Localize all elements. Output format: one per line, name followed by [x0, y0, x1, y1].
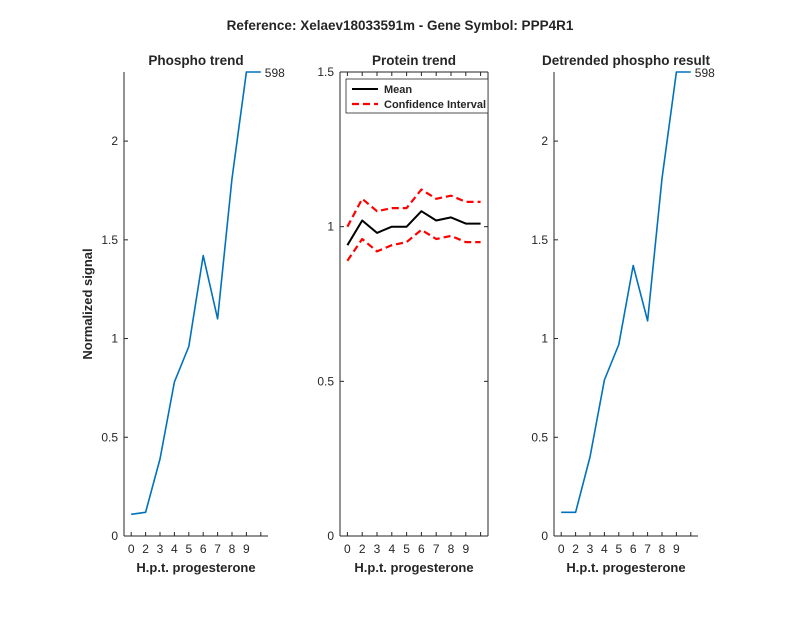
x-tick-label: 5 — [615, 542, 622, 556]
x-tick-label: 4 — [388, 542, 395, 556]
x-tick-label: 2 — [572, 542, 579, 556]
y-tick-label: 2 — [541, 134, 548, 148]
chart-title: Protein trend — [372, 53, 456, 68]
y-tick-label: 1.5 — [317, 65, 334, 79]
y-tick-label: 0.5 — [317, 374, 334, 388]
legend-label-confidence-interval: Confidence Interval — [384, 99, 486, 111]
series-line-line-1 — [561, 71, 691, 514]
x-tick-label: 8 — [659, 542, 666, 556]
series-line-confidence-interval — [346, 188, 481, 228]
y-tick-label: 0.5 — [531, 430, 548, 444]
x-tick-label: 4 — [171, 542, 178, 556]
series-line-line-3 — [346, 228, 481, 262]
point-annotation: 598 — [265, 66, 285, 80]
x-tick-label: 7 — [644, 542, 651, 556]
y-tick-label: 1.5 — [531, 233, 548, 247]
chart-title: Detrended phospho result — [542, 53, 711, 68]
y-tick-label: 0.5 — [101, 430, 118, 444]
x-axis-label: H.p.t. progesterone — [354, 560, 473, 575]
y-tick-label: 1.5 — [101, 233, 118, 247]
x-tick-label: 4 — [601, 542, 608, 556]
y-tick-label: 1 — [327, 220, 334, 234]
y-tick-label: 0 — [541, 529, 548, 543]
figure-title: Reference: Xelaev18033591m - Gene Symbol… — [227, 18, 574, 33]
x-tick-label: 7 — [433, 542, 440, 556]
series-line-line-1 — [131, 71, 261, 516]
point-annotation: 598 — [695, 66, 715, 80]
series-line-mean — [346, 210, 481, 246]
x-tick-label: 0 — [128, 542, 135, 556]
x-tick-label: 8 — [229, 542, 236, 556]
x-tick-label: 9 — [243, 542, 250, 556]
x-tick-label: 5 — [185, 542, 192, 556]
x-tick-label: 3 — [374, 542, 381, 556]
y-tick-label: 1 — [541, 332, 548, 346]
y-tick-label: 0 — [111, 529, 118, 543]
x-axis-label: H.p.t. progesterone — [136, 560, 255, 575]
x-tick-label: 6 — [630, 542, 637, 556]
y-tick-label: 1 — [111, 332, 118, 346]
x-tick-label: 3 — [157, 542, 164, 556]
x-tick-label: 3 — [587, 542, 594, 556]
x-tick-label: 2 — [359, 542, 366, 556]
y-tick-label: 2 — [111, 134, 118, 148]
legend-box — [345, 78, 489, 114]
y-axis-label: Normalized signal — [80, 248, 95, 359]
x-tick-label: 6 — [418, 542, 425, 556]
x-tick-label: 8 — [448, 542, 455, 556]
x-tick-label: 0 — [344, 542, 351, 556]
x-tick-label: 5 — [403, 542, 410, 556]
x-tick-label: 2 — [142, 542, 149, 556]
x-tick-label: 7 — [214, 542, 221, 556]
x-tick-label: 9 — [673, 542, 680, 556]
x-tick-label: 6 — [200, 542, 207, 556]
legend-label-mean: Mean — [384, 84, 412, 96]
x-axis-label: H.p.t. progesterone — [566, 560, 685, 575]
chart-title: Phospho trend — [148, 53, 243, 68]
x-tick-label: 0 — [558, 542, 565, 556]
x-tick-label: 9 — [462, 542, 469, 556]
y-tick-label: 0 — [327, 529, 334, 543]
